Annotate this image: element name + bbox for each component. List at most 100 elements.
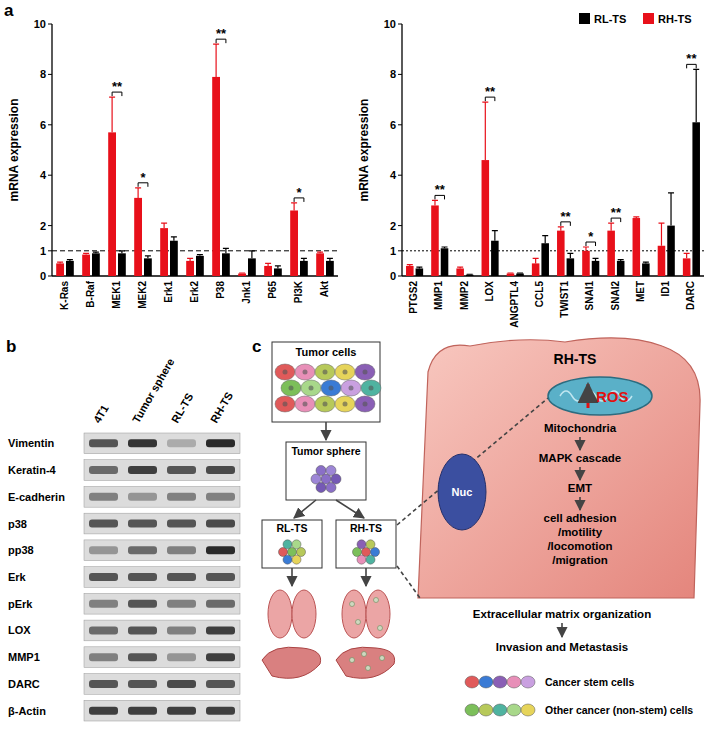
error-bar: [213, 44, 219, 77]
error-bar: [161, 223, 167, 228]
arrow: [336, 500, 364, 518]
box-label: RL-TS: [277, 522, 308, 534]
blot-band: [89, 439, 118, 447]
blot-band: [128, 546, 157, 554]
category-label: MET: [635, 281, 646, 302]
legend-cell: [507, 676, 521, 688]
cell-nucleus: [349, 386, 354, 391]
bar-chart: 01246810mRNA expressionPTGS2**MMP1MMP2**…: [357, 13, 704, 328]
bar: [406, 266, 414, 276]
bar: [248, 258, 256, 276]
category-label: MMP2: [459, 281, 470, 310]
metastasis: [350, 658, 355, 663]
cell-nucleus: [303, 370, 308, 375]
cell: [275, 364, 295, 380]
liver: [262, 647, 321, 678]
error-bar: [633, 217, 639, 218]
y-tick: [398, 74, 402, 75]
bar: [592, 261, 600, 276]
bar: [300, 261, 308, 276]
bar: [567, 258, 575, 276]
error-bar: [457, 267, 463, 268]
bar: [134, 198, 142, 276]
blot-band: [89, 573, 118, 581]
y-tick-label: 6: [40, 119, 46, 131]
cell-nucleus: [283, 402, 288, 407]
blot-band: [206, 520, 235, 528]
category-label: Akt: [319, 280, 330, 297]
cell: [361, 380, 381, 396]
blot-band: [89, 493, 118, 501]
blot-band: [89, 626, 118, 634]
y-axis-label: mRNA expression: [357, 99, 371, 202]
pathway-outcome: /migration: [552, 554, 608, 566]
cell-nucleus: [283, 370, 288, 375]
bar: [431, 205, 439, 276]
bar: [108, 132, 116, 276]
bar: [692, 122, 700, 276]
bar: [212, 77, 220, 276]
arrow: [365, 568, 367, 586]
lane-label: RL-TS: [169, 391, 196, 425]
blot-strip: [84, 540, 240, 561]
lung-lobe: [292, 590, 316, 638]
y-tick: [398, 124, 402, 125]
row-label: Keratin-4: [8, 464, 57, 476]
row-label: MMP1: [8, 651, 40, 663]
arrow: [561, 623, 563, 637]
significance-label: **: [216, 26, 227, 41]
y-tick: [48, 175, 52, 176]
error-bar: [567, 253, 573, 258]
y-tick: [48, 124, 52, 125]
metastasis: [378, 626, 383, 631]
cell: [326, 466, 336, 476]
bar: [456, 268, 464, 276]
error-bar: [197, 255, 203, 256]
blot-band: [167, 707, 196, 715]
category-label: LOX: [484, 281, 495, 302]
lung-lobe: [366, 590, 390, 638]
error-bar: [432, 200, 438, 205]
y-tick-label: 1: [390, 245, 396, 257]
blot-band: [89, 707, 118, 715]
metastasis: [380, 656, 385, 661]
row-label: pp38: [8, 544, 34, 556]
legend-swatch: [579, 13, 590, 24]
blot-band: [89, 680, 118, 688]
panel-label: a: [4, 1, 14, 20]
pathway-outcome: /locomotion: [547, 540, 612, 552]
blot-band: [128, 520, 157, 528]
blot-band: [89, 546, 118, 554]
error-bar: [593, 258, 599, 261]
blot-band: [89, 600, 118, 608]
category-label: TWIST1: [559, 281, 570, 318]
category-label: MEK2: [137, 281, 148, 309]
error-bar: [693, 69, 699, 122]
error-bar: [416, 267, 422, 268]
nucleus: [438, 454, 486, 530]
category-label: SNAI2: [610, 281, 621, 311]
blot-strip: [84, 433, 240, 454]
ros-label: ROS: [596, 388, 629, 405]
error-bar: [171, 237, 177, 241]
category-label: Jnk1: [241, 281, 252, 304]
increase-arrow: [587, 384, 590, 408]
lane-label: 4T1: [91, 403, 111, 425]
error-bar: [517, 272, 523, 274]
error-bar: [57, 262, 63, 263]
category-label: P38: [215, 281, 226, 299]
bar: [144, 258, 152, 276]
error-bar: [275, 266, 281, 269]
dashed-connector: [397, 566, 420, 598]
error-bar: [187, 258, 193, 261]
pathway-outcome: cell adhesion: [544, 512, 617, 524]
y-tick: [48, 24, 52, 25]
bar: [82, 255, 90, 276]
arrow: [291, 568, 293, 586]
nucleus-label: Nuc: [452, 486, 473, 498]
cell: [316, 466, 326, 476]
category-label: P65: [267, 281, 278, 299]
cell: [355, 396, 375, 412]
category-label: Erk2: [189, 281, 200, 303]
error-bar: [533, 258, 539, 263]
